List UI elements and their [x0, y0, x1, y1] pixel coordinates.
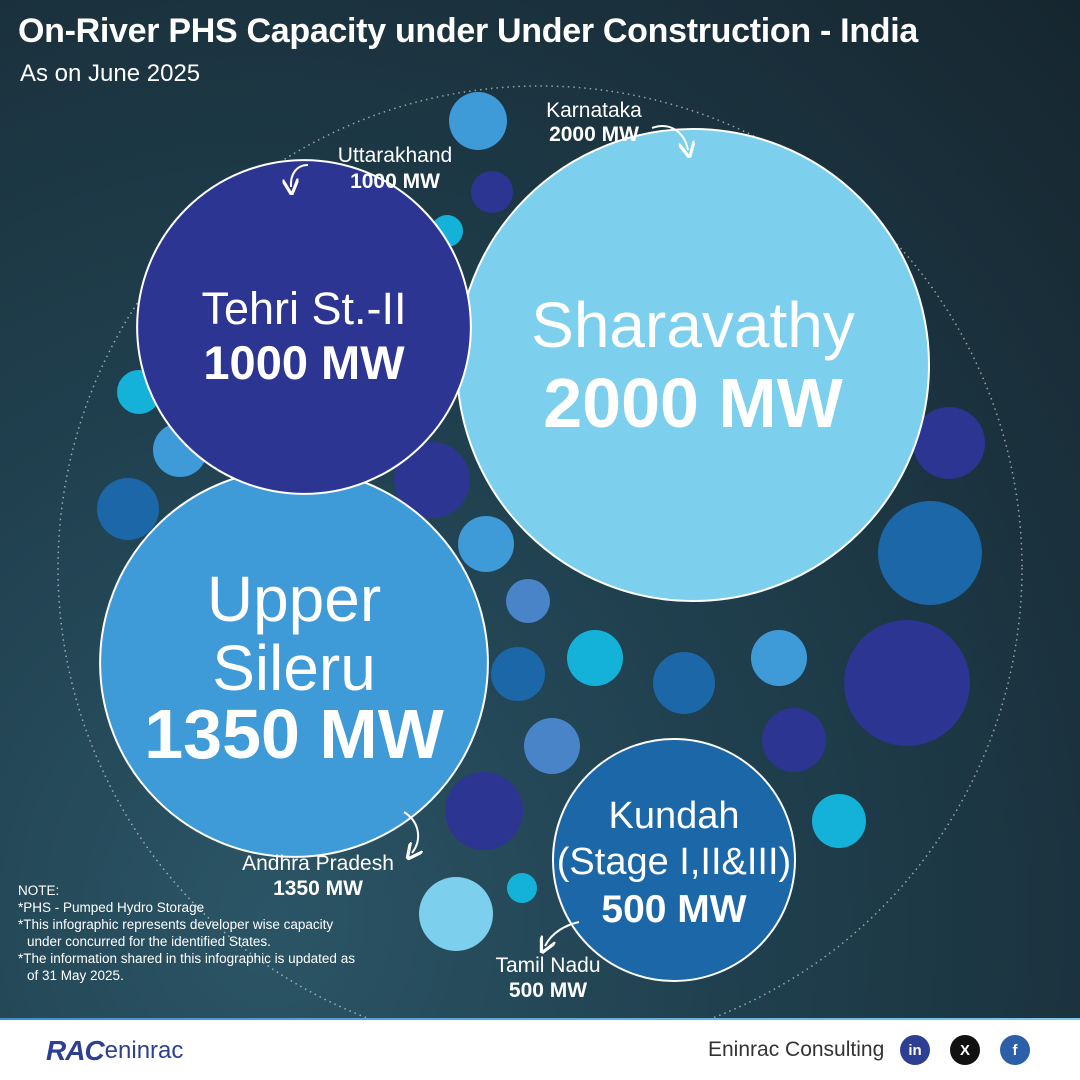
- callout-value-label: 500 MW: [509, 979, 587, 1002]
- callout-value-label: 1350 MW: [273, 877, 363, 900]
- callout-arrow: [545, 921, 580, 946]
- logo-eninrac-text: eninrac: [104, 1037, 184, 1064]
- decorative-bubble: [445, 772, 523, 850]
- decorative-bubble: [844, 620, 970, 746]
- callout-state-label: Uttarakhand: [338, 144, 452, 167]
- callout-value-label: 2000 MW: [549, 123, 639, 146]
- callout-arrow: [651, 125, 688, 150]
- decorative-bubble: [878, 501, 982, 605]
- callout-state-label: Andhra Pradesh: [242, 852, 394, 875]
- logo: RAC eninrac: [46, 1034, 183, 1068]
- notes-block: NOTE: *PHS - Pumped Hydro Storage *This …: [18, 882, 358, 984]
- bubble-value-label: 1350 MW: [144, 695, 444, 773]
- bubble-name-label: (Stage I,II&III): [557, 841, 791, 883]
- decorative-bubble: [458, 516, 514, 572]
- decorative-bubble: [449, 92, 507, 150]
- bubble-value-label: 2000 MW: [543, 364, 843, 442]
- decorative-bubble: [812, 794, 866, 848]
- callout-arrow: [403, 811, 418, 853]
- page-subtitle: As on June 2025: [20, 60, 201, 87]
- decorative-bubble: [524, 718, 580, 774]
- bubble-value-label: 1000 MW: [203, 336, 405, 389]
- bubble-name-label: Kundah: [608, 795, 739, 837]
- note-heading: NOTE:: [18, 883, 60, 898]
- logo-rac-text: RAC: [46, 1035, 105, 1066]
- outer-dotted-ring: [57, 85, 1023, 1020]
- bubble-name-label: Sileru: [212, 632, 376, 704]
- callout-arrow: [291, 164, 309, 187]
- bubble-name-label: Sharavathy: [531, 289, 855, 361]
- callout-state-label: Karnataka: [546, 99, 642, 122]
- bubble-4: [552, 738, 796, 982]
- note-line-3: *The information shared in this infograp…: [18, 951, 355, 983]
- decorative-bubble: [762, 708, 826, 772]
- decorative-bubble: [751, 630, 807, 686]
- callout-state-label: Tamil Nadu: [495, 954, 600, 977]
- brand-name: Eninrac Consulting: [708, 1038, 885, 1061]
- bubble-3: [136, 159, 472, 495]
- bubble-value-label: 500 MW: [601, 888, 746, 931]
- note-line-2: *This infographic represents developer w…: [18, 917, 334, 949]
- decorative-bubble: [394, 442, 470, 518]
- bubble-name-label: Upper: [207, 563, 381, 635]
- decorative-bubble: [506, 579, 550, 623]
- facebook-icon[interactable]: f: [1000, 1035, 1030, 1065]
- page-title: On-River PHS Capacity under Under Constr…: [18, 12, 919, 50]
- decorative-bubble: [491, 647, 545, 701]
- linkedin-icon[interactable]: in: [900, 1035, 930, 1065]
- x-icon[interactable]: X: [950, 1035, 980, 1065]
- decorative-bubble: [507, 873, 537, 903]
- note-line-1: *PHS - Pumped Hydro Storage: [18, 900, 205, 915]
- bubble-name-label: Tehri St.-II: [201, 283, 406, 334]
- decorative-bubble: [653, 652, 715, 714]
- decorative-bubble: [471, 171, 513, 213]
- decorative-bubble: [913, 407, 985, 479]
- decorative-bubble: [97, 478, 159, 540]
- decorative-bubble: [419, 877, 493, 951]
- decorative-bubble: [567, 630, 623, 686]
- callout-value-label: 1000 MW: [350, 170, 440, 193]
